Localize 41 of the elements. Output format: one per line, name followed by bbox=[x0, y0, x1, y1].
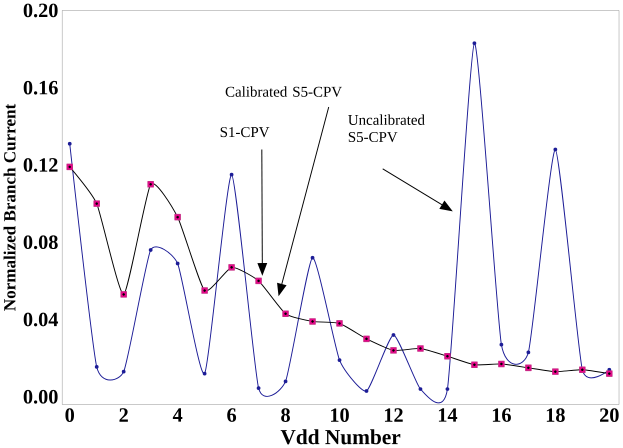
y-tick-label: 0.20 bbox=[24, 4, 58, 18]
point bbox=[202, 372, 206, 376]
point bbox=[148, 248, 153, 252]
point bbox=[553, 148, 558, 152]
point bbox=[418, 387, 422, 391]
y-axis-title: Normalized Branch Current bbox=[4, 104, 16, 311]
point bbox=[364, 389, 368, 393]
point bbox=[230, 172, 234, 177]
x-tick-label: 16 bbox=[492, 408, 511, 422]
point bbox=[256, 386, 260, 390]
annotation: Calibrated S5-CPV bbox=[226, 86, 342, 97]
point bbox=[94, 364, 99, 369]
point bbox=[310, 256, 314, 260]
x-tick-label: 8 bbox=[281, 408, 290, 422]
y-tick-label: 0.12 bbox=[24, 158, 58, 172]
x-tick-label: 6 bbox=[227, 408, 236, 422]
x-tick-label: 10 bbox=[331, 408, 349, 422]
x-tick-label: 20 bbox=[600, 408, 619, 422]
annotation: Uncalibrated S5-CPV bbox=[348, 114, 425, 142]
point bbox=[500, 342, 504, 347]
point bbox=[472, 41, 476, 46]
x-tick-label: 2 bbox=[119, 408, 128, 422]
x-tick-label: 18 bbox=[546, 408, 565, 422]
y-tick-label: 0.08 bbox=[24, 235, 58, 250]
x-axis-title: Vdd Number bbox=[280, 429, 400, 444]
x-tick-label: 0 bbox=[65, 408, 74, 422]
point bbox=[68, 142, 72, 146]
point bbox=[176, 262, 180, 266]
annotation: S1-CPV bbox=[220, 127, 270, 138]
point bbox=[526, 350, 530, 354]
x-tick-label: 4 bbox=[172, 408, 182, 422]
point bbox=[284, 379, 288, 384]
point bbox=[122, 370, 126, 374]
point bbox=[392, 333, 396, 337]
x-tick-label: 12 bbox=[384, 408, 403, 422]
x-tick-label: 14 bbox=[438, 408, 458, 422]
point bbox=[338, 358, 342, 362]
point bbox=[446, 387, 450, 391]
y-tick-label: 0.04 bbox=[24, 312, 58, 326]
y-tick-label: 0.16 bbox=[24, 80, 58, 95]
y-tick-label: 0.00 bbox=[24, 390, 58, 404]
